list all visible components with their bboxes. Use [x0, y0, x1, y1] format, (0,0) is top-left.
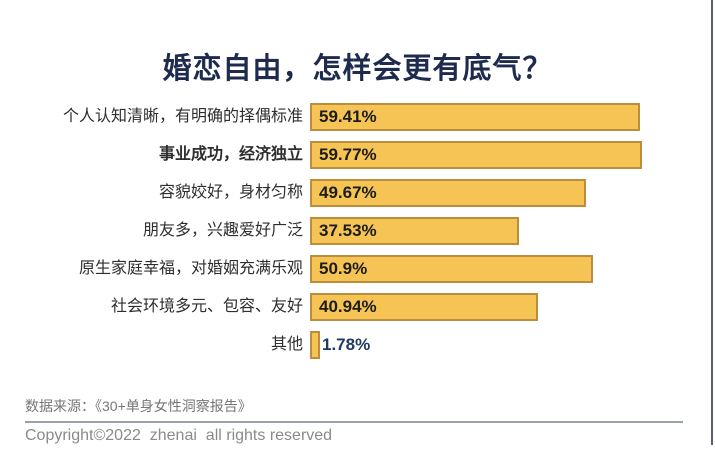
chart-row: 容貌姣好，身材匀称 49.67% [0, 179, 715, 207]
data-source-note: 数据来源：《30+单身女性洞察报告》 [25, 398, 252, 414]
value-label: 37.53% [319, 221, 377, 240]
bar: 59.41% [310, 103, 640, 131]
right-edge-line [711, 0, 713, 445]
category-label: 个人认知清晰，有明确的择偶标准 [62, 108, 303, 125]
value-label: 59.41% [319, 107, 377, 126]
bar: 50.9% [310, 255, 593, 283]
value-label: 40.94% [319, 297, 377, 316]
chart-row: 个人认知清晰，有明确的择偶标准 59.41% [0, 103, 715, 131]
value-label: 50.9% [319, 259, 368, 278]
chart-title: 婚恋自由，怎样会更有底气？ [162, 53, 553, 86]
chart-row: 社会环境多元、包容、友好 40.94% [0, 293, 715, 321]
value-label: 49.67% [319, 183, 377, 202]
bar: 40.94% [310, 293, 538, 321]
chart-row: 朋友多，兴趣爱好广泛 37.53% [0, 217, 715, 245]
category-label: 朋友多，兴趣爱好广泛 [142, 222, 303, 239]
bar-chart: 个人认知清晰，有明确的择偶标准 59.41% 事业成功，经济独立 59.77% 容貌姣好… [0, 103, 715, 369]
bar: 37.53% [310, 217, 519, 245]
value-label: 1.78% [322, 335, 371, 354]
chart-row: 事业成功，经济独立 59.77% [0, 141, 715, 169]
chart-row: 原生家庭幸福，对婚姻充满乐观 50.9% [0, 255, 715, 283]
category-label: 社会环境多元、包容、友好 [110, 298, 303, 315]
category-label: 其他 [270, 336, 303, 353]
copyright-text: Copyright©2022 zhenai all rights reserve… [25, 427, 333, 444]
bar: 49.67% [310, 179, 586, 207]
bar [310, 331, 320, 359]
footer-divider [25, 421, 683, 423]
bar: 59.77% [310, 141, 642, 169]
chart-row: 其他 1.78% [0, 331, 715, 359]
category-label: 事业成功，经济独立 [158, 146, 303, 163]
category-label: 容貌姣好，身材匀称 [158, 184, 303, 201]
value-label: 59.77% [319, 145, 377, 164]
category-label: 原生家庭幸福，对婚姻充满乐观 [78, 260, 303, 277]
